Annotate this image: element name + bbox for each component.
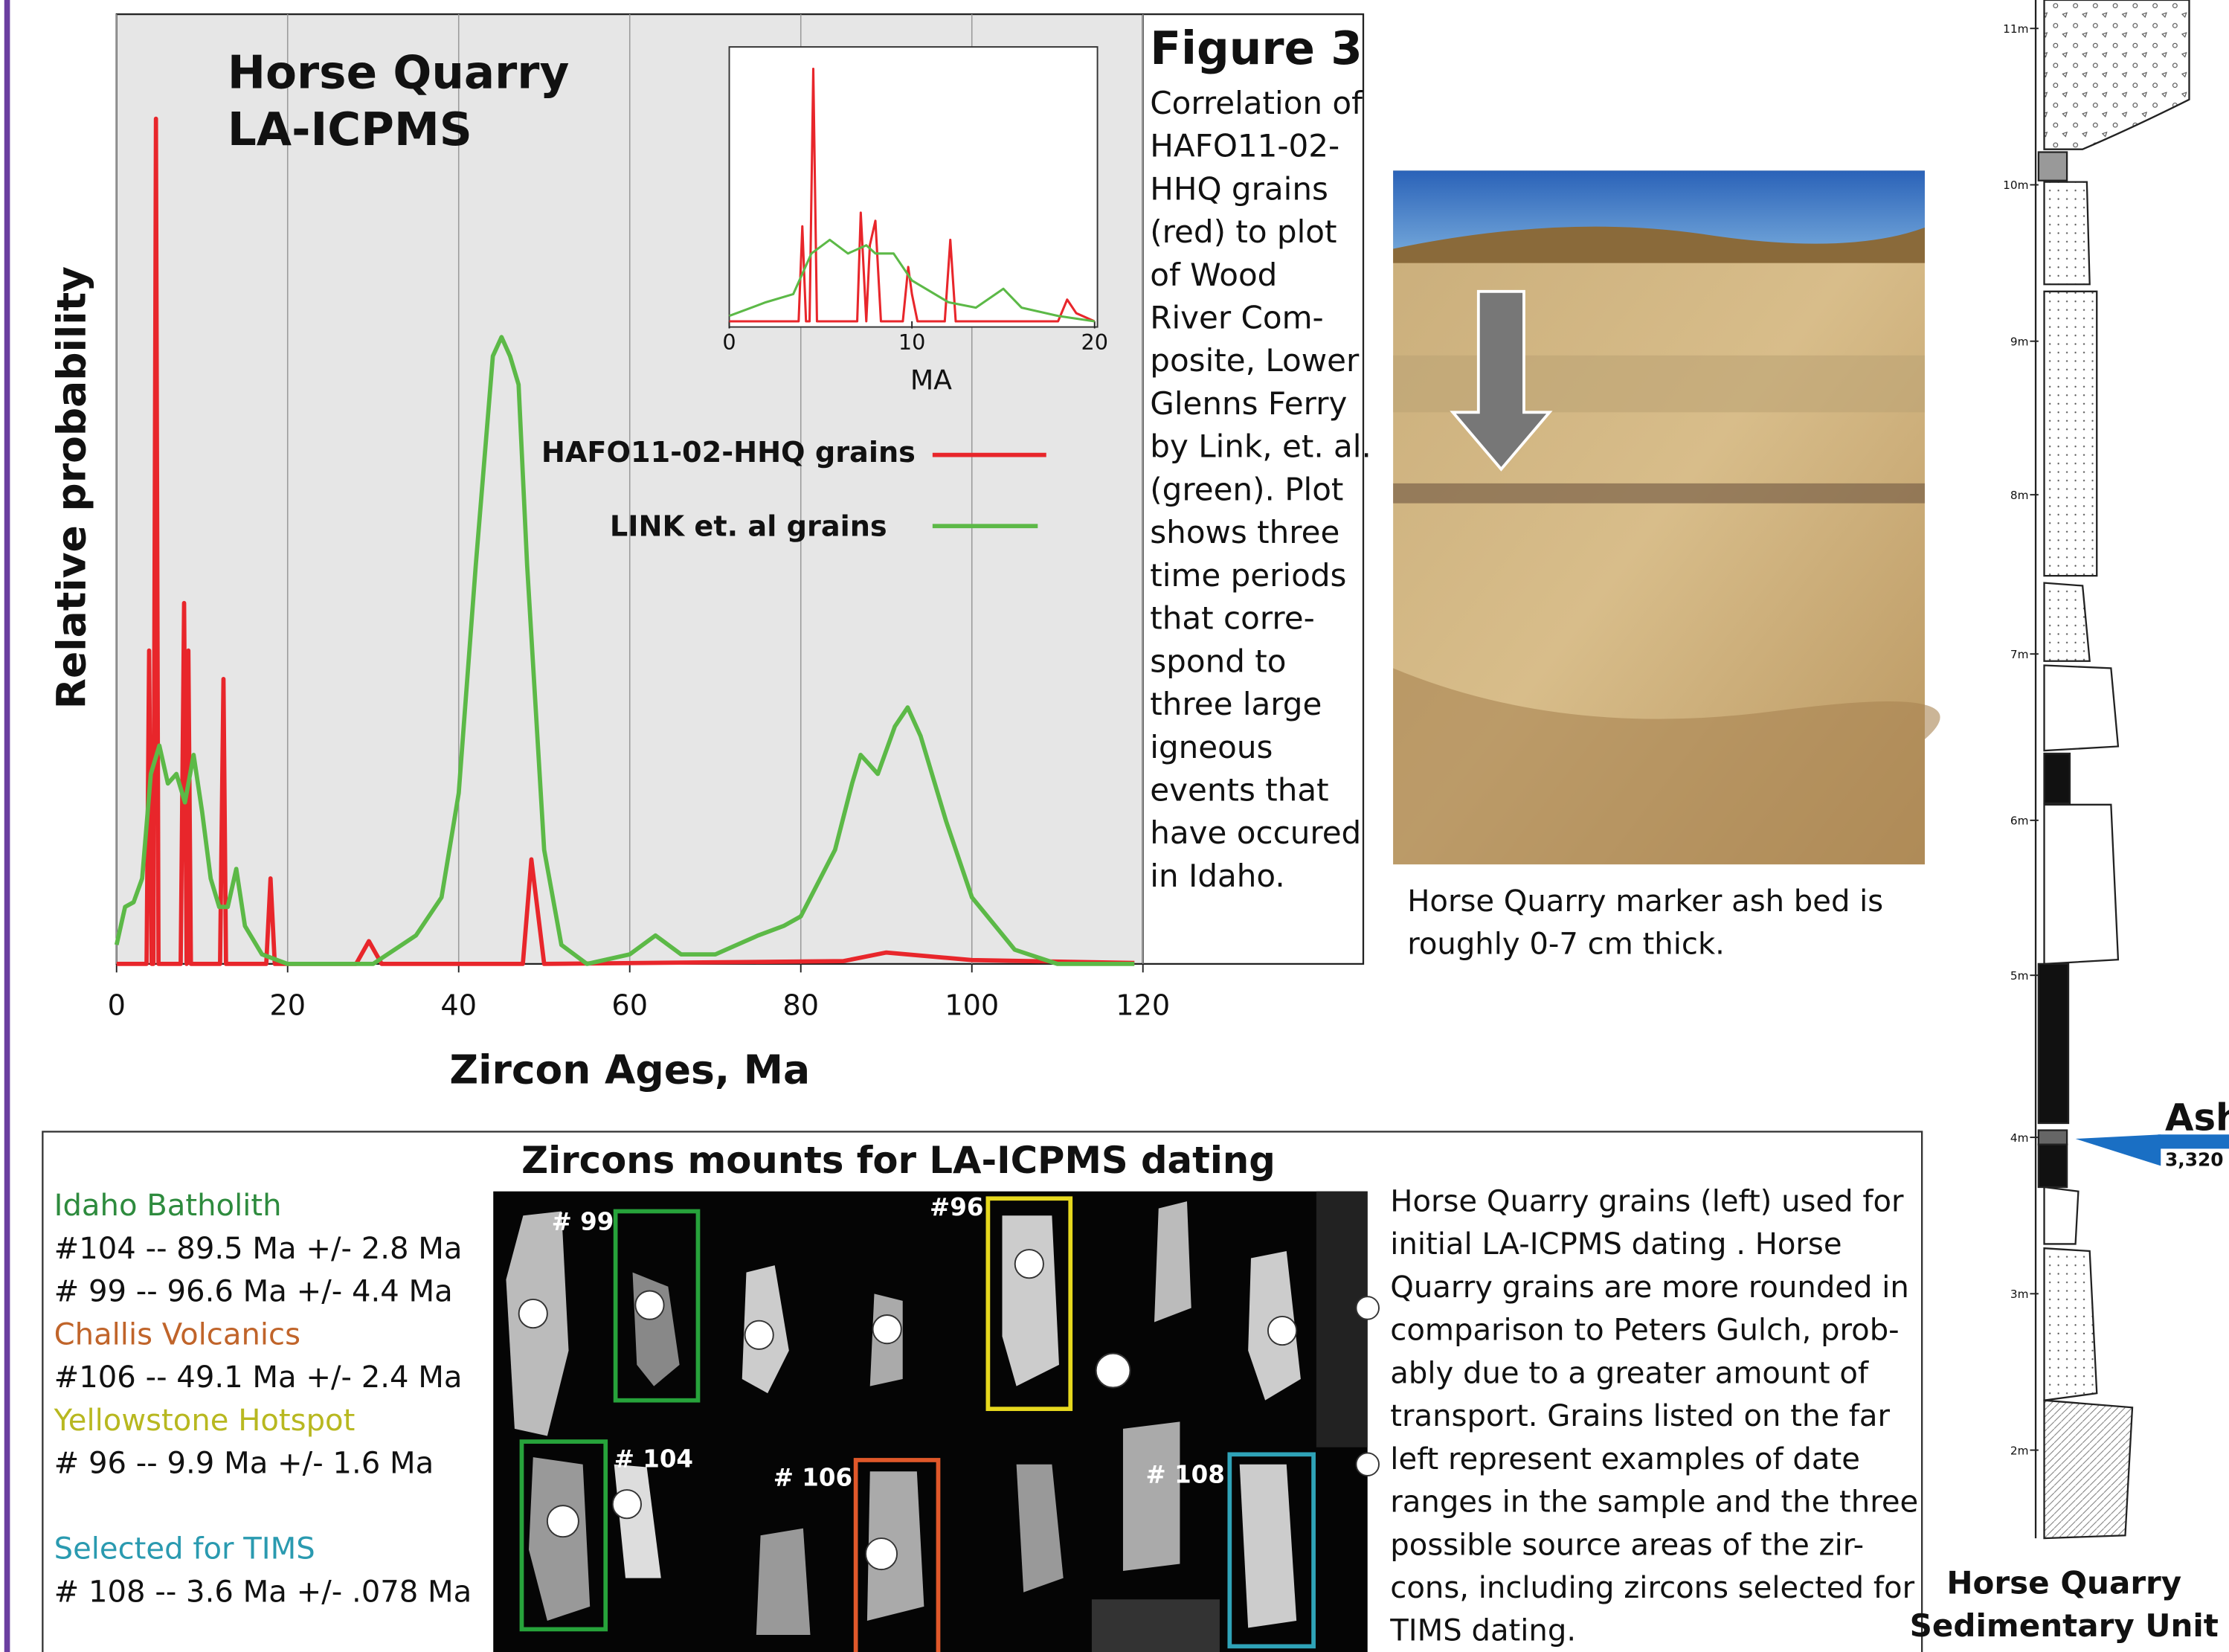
figure-text: River Com- (1150, 300, 1323, 336)
depth-label: 6m (2010, 814, 2029, 828)
depth-label: 3m (2010, 1288, 2029, 1301)
column-caption: Horse Quarry (1946, 1565, 2181, 1601)
figure-text: that corre- (1150, 600, 1314, 637)
legend-entry: #104 -- 89.5 Ma +/- 2.8 Ma (54, 1232, 463, 1266)
x-tick-label: 0 (108, 990, 126, 1023)
x-tick-label: 10 (898, 330, 925, 355)
legend-entry: #106 -- 49.1 Ma +/- 2.4 Ma (54, 1360, 463, 1395)
zircon-image (493, 1192, 1379, 1652)
legend-label: HAFO11-02-HHQ grains (541, 437, 916, 469)
photo (1393, 170, 1940, 864)
legend-entry: Idaho Batholith (54, 1189, 282, 1223)
marker-label: Ash (2165, 1096, 2229, 1140)
description-text: possible source areas of the zir- (1390, 1528, 1864, 1562)
description-text: initial LA-ICPMS dating . Horse (1390, 1227, 1842, 1262)
depth-label: 4m (2010, 1131, 2029, 1145)
legend-entry: # 96 -- 9.9 Ma +/- 1.6 Ma (54, 1447, 434, 1481)
description-text: TIMS dating. (1389, 1614, 1576, 1648)
figure-text: by Link, et. al. (1150, 428, 1371, 465)
figure-text: have occured (1150, 814, 1361, 851)
figure-text: Glenns Ferry (1150, 385, 1347, 422)
x-tick-label: 0 (722, 330, 736, 355)
x-tick-label: 80 (782, 990, 819, 1023)
figure-text: Correlation of (1150, 85, 1363, 121)
chart-title: LA-ICPMS (228, 103, 472, 156)
depth-label: 2m (2010, 1444, 2029, 1457)
figure-text: events that (1150, 771, 1328, 808)
poster: 020406080100120 01020 Horse Qu (0, 0, 2229, 1652)
legend-entry: Yellowstone Hotspot (54, 1404, 356, 1438)
x-tick-label: 60 (611, 990, 648, 1023)
description-text: ably due to a greater amount of (1390, 1356, 1869, 1390)
x-tick-label: 40 (440, 990, 477, 1023)
x-axis-label: Zircon Ages, Ma (449, 1046, 810, 1093)
grain-label: # 99 (552, 1207, 614, 1235)
x-tick-label: 100 (945, 990, 999, 1023)
figure-text: HAFO11-02- (1150, 128, 1339, 164)
description-text: left represent examples of date (1390, 1442, 1860, 1476)
depth-label: 5m (2010, 969, 2029, 983)
legend-entry: Selected for TIMS (54, 1532, 315, 1566)
chart-title: Horse Quarry (228, 47, 570, 100)
x-tick-label: 120 (1116, 990, 1170, 1023)
depth-label: 7m (2010, 648, 2029, 661)
grain-label: # 106 (773, 1463, 852, 1491)
legend-label: LINK et. al grains (610, 511, 887, 544)
depth-label: 10m (2003, 179, 2028, 192)
inset-frame (730, 47, 1098, 327)
legend-entry: # 108 -- 3.6 Ma +/- .078 Ma (54, 1575, 472, 1609)
figure-text: HHQ grains (1150, 170, 1328, 207)
description-text: ranges in the sample and the three (1390, 1485, 1918, 1520)
figure-text: time periods (1150, 557, 1346, 594)
figure-text: (green). Plot (1150, 471, 1343, 507)
legend-entry: Challis Volcanics (54, 1317, 300, 1352)
figure-text: in Idaho. (1150, 858, 1285, 894)
grain-label: # 104 (614, 1445, 693, 1473)
x-tick-label: 20 (269, 990, 306, 1023)
x-tick-label: 20 (1081, 330, 1108, 355)
grain-label: #96 (930, 1193, 983, 1221)
description-text: comparison to Peters Gulch, prob- (1390, 1314, 1899, 1348)
inset-x-label: MA (910, 364, 952, 396)
figure-text: spond to (1150, 643, 1286, 679)
description-text: cons, including zircons selected for (1390, 1571, 1914, 1605)
grain-label: # 108 (1146, 1461, 1225, 1489)
side-border (4, 0, 10, 1652)
panel-title: Zircons mounts for LA-ICPMS dating (521, 1139, 1276, 1182)
depth-label: 9m (2010, 335, 2029, 348)
photo-caption: roughly 0-7 cm thick. (1407, 928, 1725, 962)
figure-heading: Figure 3 (1150, 22, 1363, 75)
description-text: transport. Grains listed on the far (1390, 1399, 1890, 1433)
figure-text: igneous (1150, 729, 1273, 765)
y-axis-label: Relative probability (48, 266, 95, 709)
marker-value: 3,320 (2165, 1148, 2224, 1170)
figure-text: three large (1150, 686, 1322, 722)
figure-text: shows three (1150, 514, 1339, 550)
depth-label: 11m (2003, 22, 2028, 36)
figure-text: (red) to plot (1150, 213, 1337, 250)
column-caption: Sedimentary Unit (1910, 1607, 2219, 1644)
figure-text: of Wood (1150, 257, 1277, 293)
description-text: Horse Quarry grains (left) used for (1390, 1184, 1904, 1218)
depth-label: 8m (2010, 489, 2029, 502)
legend-entry: # 99 -- 96.6 Ma +/- 4.4 Ma (54, 1275, 453, 1309)
figure-text: posite, Lower (1150, 342, 1360, 379)
photo-caption: Horse Quarry marker ash bed is (1407, 884, 1883, 919)
description-text: Quarry grains are more rounded in (1390, 1270, 1909, 1305)
